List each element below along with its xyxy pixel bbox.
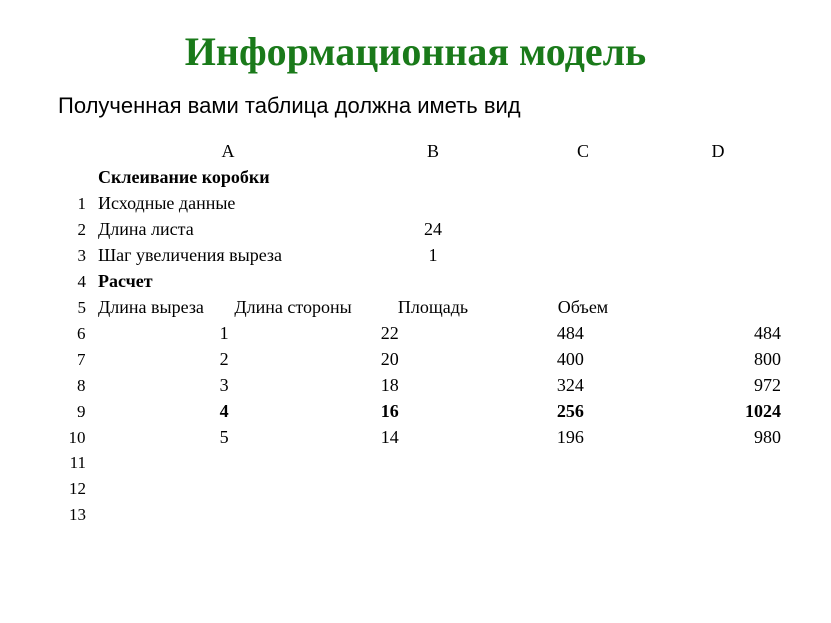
- row-number: 12: [64, 479, 98, 499]
- table-row: 7 2 20 400 800: [64, 349, 791, 375]
- row-number: 6: [64, 324, 97, 344]
- col-header-b: B: [358, 141, 508, 162]
- table-row: 6 1 22 484 484: [64, 323, 791, 349]
- label-volume: Объем: [508, 297, 658, 318]
- table-row: 3 Шаг увеличения выреза 1: [64, 245, 791, 271]
- cell-c: 484: [527, 323, 674, 344]
- cell-b: 14: [351, 427, 527, 448]
- subtitle: Полученная вами таблица должна иметь вид: [58, 93, 791, 119]
- row-number: 8: [64, 376, 97, 396]
- cell-d: 972: [674, 375, 791, 396]
- table-row: Склеивание коробки: [64, 167, 791, 193]
- slide: Информационная модель Полученная вами та…: [0, 0, 831, 623]
- table-row: 4 Расчет: [64, 271, 791, 297]
- table-row: 5 Длина выреза Длина стороны Площадь Объ…: [64, 297, 791, 323]
- row-number: 13: [64, 505, 98, 525]
- spreadsheet-table: A B C D Склеивание коробки 1 Исходные да…: [64, 141, 791, 531]
- cell-c: 196: [527, 427, 674, 448]
- row-number: 2: [64, 220, 98, 240]
- cell-a: Расчет: [98, 271, 358, 292]
- label-cut-length: Длина выреза: [98, 297, 228, 318]
- label-side-length: Длина стороны: [228, 297, 358, 318]
- page-title: Информационная модель: [40, 28, 791, 75]
- row-number: 3: [64, 246, 98, 266]
- row-number: 9: [64, 402, 97, 422]
- cell-d: 484: [674, 323, 791, 344]
- table-row-highlight: 9 4 16 256 1024: [64, 401, 791, 427]
- col-header-c: C: [508, 141, 658, 162]
- cell-d: 980: [674, 427, 791, 448]
- table-row: 10 5 14 196 980: [64, 427, 791, 453]
- cell-b: 1: [358, 245, 508, 266]
- cell-a: 2: [97, 349, 350, 370]
- cell-b: 16: [351, 401, 527, 422]
- cell-a: 1: [97, 323, 350, 344]
- cell-a: Длина листа: [98, 219, 358, 240]
- cell-a: 3: [97, 375, 350, 396]
- cell-c: 256: [527, 401, 674, 422]
- row-number: 7: [64, 350, 97, 370]
- cell-d: 800: [674, 349, 791, 370]
- table-row: 12: [64, 479, 791, 505]
- column-header-row: A B C D: [64, 141, 791, 167]
- cell-b: 22: [351, 323, 527, 344]
- table-row: 8 3 18 324 972: [64, 375, 791, 401]
- cell-c: 400: [527, 349, 674, 370]
- cell-a: Склеивание коробки: [98, 167, 358, 188]
- cell-a: Шаг увеличения выреза: [98, 245, 358, 266]
- table-row: 1 Исходные данные: [64, 193, 791, 219]
- row-number: 1: [64, 194, 98, 214]
- cell-b: 20: [351, 349, 527, 370]
- row-number: 4: [64, 272, 98, 292]
- cell-d: 1024: [674, 401, 791, 422]
- label-area: Площадь: [358, 297, 508, 318]
- col-header-a: A: [98, 141, 358, 162]
- cell-a: 5: [97, 427, 350, 448]
- cell-c: 324: [527, 375, 674, 396]
- cell-b: 24: [358, 219, 508, 240]
- row-number: 5: [64, 298, 98, 318]
- cell-a: 4: [97, 401, 350, 422]
- table-row: 13: [64, 505, 791, 531]
- table-row: 2 Длина листа 24: [64, 219, 791, 245]
- row-number: 10: [64, 428, 97, 448]
- row-number: 11: [64, 453, 98, 473]
- cell-b: 18: [351, 375, 527, 396]
- table-row: 11: [64, 453, 791, 479]
- col-header-d: D: [658, 141, 778, 162]
- cell-a: Исходные данные: [98, 193, 358, 214]
